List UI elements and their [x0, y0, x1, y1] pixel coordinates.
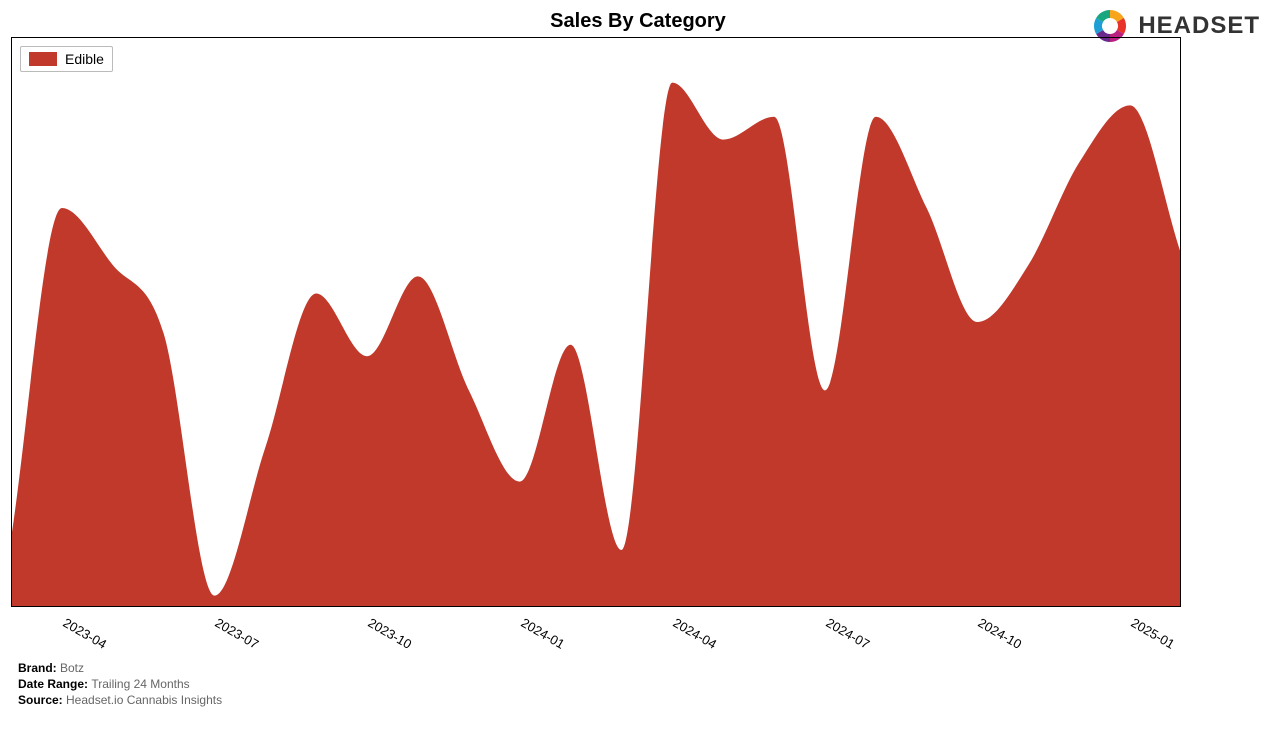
footer-value: Trailing 24 Months: [91, 677, 189, 691]
footer-label: Date Range:: [18, 677, 91, 691]
x-tick-label: 2024-01: [518, 615, 567, 652]
x-tick-label: 2023-07: [213, 615, 262, 652]
footer-row: Brand: Botz: [18, 660, 222, 676]
footer-row: Source: Headset.io Cannabis Insights: [18, 692, 222, 708]
x-tick-label: 2024-07: [823, 615, 872, 652]
x-tick-label: 2024-10: [976, 615, 1025, 652]
plot-area: [11, 37, 1181, 607]
chart-footer: Brand: BotzDate Range: Trailing 24 Month…: [18, 660, 222, 708]
x-tick-label: 2023-10: [365, 615, 414, 652]
footer-label: Brand:: [18, 661, 60, 675]
chart-title: Sales By Category: [0, 10, 1276, 33]
chart-container: Sales By Category HEADSET Edible Brand: …: [0, 0, 1276, 738]
footer-value: Headset.io Cannabis Insights: [66, 693, 222, 707]
footer-label: Source:: [18, 693, 66, 707]
x-tick-label: 2025-01: [1129, 615, 1178, 652]
legend-swatch-edible: [29, 52, 57, 66]
legend: Edible: [20, 46, 113, 72]
area-series-edible: [11, 83, 1181, 607]
footer-value: Botz: [60, 661, 84, 675]
x-tick-label: 2023-04: [60, 615, 109, 652]
footer-row: Date Range: Trailing 24 Months: [18, 676, 222, 692]
logo-text: HEADSET: [1138, 12, 1260, 40]
x-tick-label: 2024-04: [671, 615, 720, 652]
legend-label-edible: Edible: [65, 51, 104, 67]
